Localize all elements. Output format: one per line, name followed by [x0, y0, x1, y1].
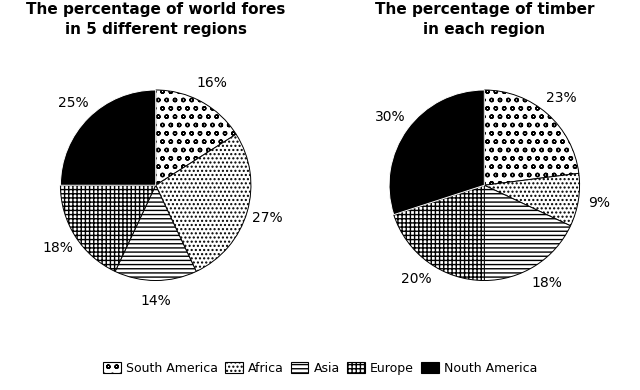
Wedge shape [60, 90, 156, 185]
Text: 9%: 9% [588, 197, 610, 211]
Text: 25%: 25% [58, 96, 89, 110]
Wedge shape [156, 134, 251, 271]
Wedge shape [484, 90, 579, 185]
Text: 30%: 30% [375, 110, 406, 124]
Title: The percentage of timber
in each region: The percentage of timber in each region [374, 2, 594, 37]
Title: The percentage of world fores
in 5 different regions: The percentage of world fores in 5 diffe… [26, 2, 285, 37]
Wedge shape [115, 185, 196, 280]
Text: 14%: 14% [140, 294, 171, 308]
Text: 18%: 18% [42, 241, 73, 255]
Text: 16%: 16% [196, 76, 227, 90]
Wedge shape [484, 185, 570, 280]
Text: 27%: 27% [252, 211, 283, 225]
Text: 20%: 20% [401, 272, 431, 286]
Text: 23%: 23% [546, 91, 577, 105]
Legend: South America, Africa, Asia, Europe, Nouth America: South America, Africa, Asia, Europe, Nou… [98, 357, 542, 380]
Text: 18%: 18% [531, 277, 562, 291]
Wedge shape [484, 173, 580, 226]
Wedge shape [60, 185, 156, 271]
Wedge shape [156, 90, 236, 185]
Wedge shape [389, 90, 484, 215]
Wedge shape [394, 185, 484, 280]
